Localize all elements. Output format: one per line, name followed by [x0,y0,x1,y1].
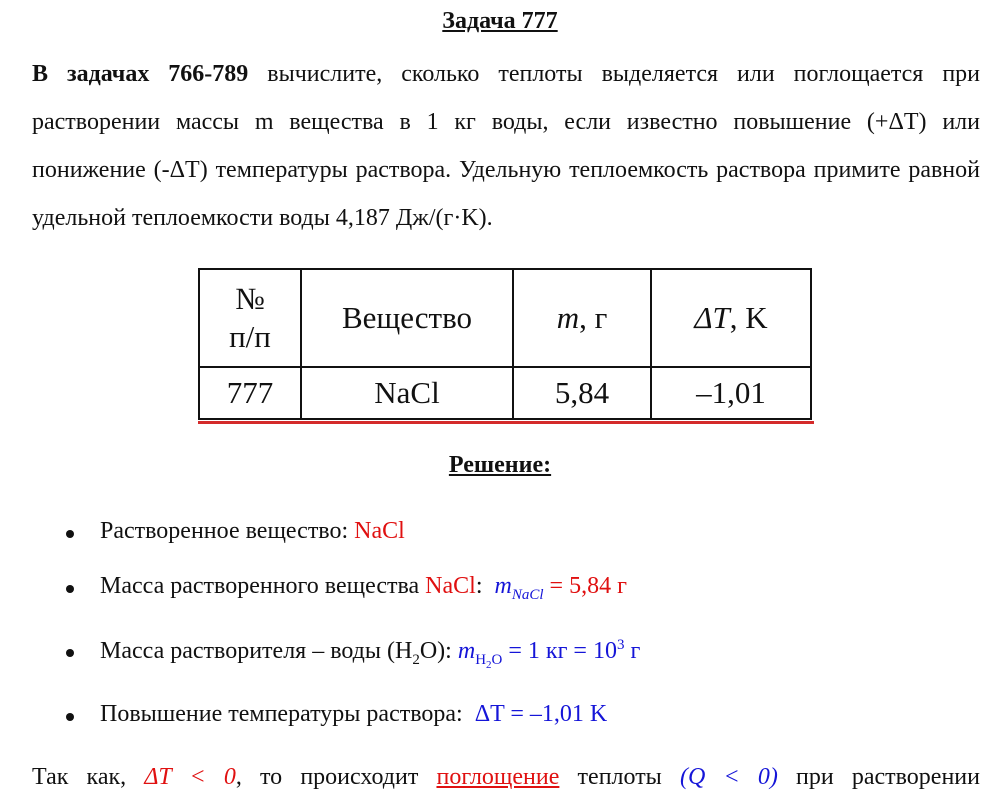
cell: –1,01 [650,366,812,420]
conclusion: Так как, ΔT < 0, то происходит поглощени… [32,764,980,791]
text: при растворении [777,764,980,790]
symbol: m [457,638,476,664]
formula: ΔT < 0 [144,764,236,790]
header-unit: , K [729,300,768,335]
header-symbol: ΔT [694,300,730,335]
header-cell: ΔT, K [650,268,812,368]
title: Задача 777 [442,8,558,34]
sub-part: H [475,651,487,668]
header-cell: № п/п [198,268,302,368]
substance: NaCl [425,573,476,599]
header-cell: Вещество [300,268,514,368]
unit: г [624,638,641,664]
bullet-item: Масса растворителя – воды (H2O): mH2O = … [65,637,641,671]
label-sub: 2 [412,651,420,668]
header-cell: m, г [512,268,652,368]
colon: : [475,573,483,599]
label: Масса растворенного вещества [100,573,426,599]
cell: 777 [198,366,302,420]
highlight: поглощение [436,764,560,790]
data-row: 777 NaCl 5,84 –1,01 [198,366,812,420]
bullet-item: Повышение температуры раствора: ΔT = –1,… [65,701,608,728]
sub-part: 2 [486,658,492,671]
sub-part: O [491,651,503,668]
label: Повышение температуры раствора: [100,701,469,727]
cell: 5,84 [512,366,652,420]
formula: (Q < 0) [679,764,778,790]
text: теплоты [559,764,680,790]
header-symbol: m [556,300,580,335]
cell: NaCl [300,366,514,420]
symbol: m [494,573,512,599]
label: Масса растворителя – воды (H [100,638,413,664]
data-table: № п/п Вещество m, г ΔT, K 777 NaCl 5,84 … [198,268,812,420]
intro: В задачах 766-789 вычислите, сколько теп… [32,50,980,242]
header-text: № п/п [229,281,271,354]
subscript: NaCl [511,586,544,603]
equation: = 5,84 г [549,573,627,599]
text: Так как, [32,764,145,790]
red-line [198,421,814,424]
label: O): [419,638,458,664]
power: 3 [616,637,625,653]
intro-bold: В задачах 766-789 [32,61,249,87]
solution-title: Решение: [448,452,552,478]
intro-text: вычислите, сколько теплоты выделяется ил… [32,61,981,231]
subscript: H2O [475,651,503,671]
bullet-item: Растворенное вещество: NaCl [66,518,405,545]
text: , то происходит [235,764,437,790]
equation: ΔT = –1,01 K [474,701,608,727]
header-unit: , г [579,300,608,335]
bullet-item: Масса растворенного вещества NaCl: mNaCl… [66,573,627,604]
equation: = 1 кг = 10 [508,638,617,664]
header-row: № п/п Вещество m, г ΔT, K [198,268,812,368]
substance: NaCl [354,518,405,544]
label: Растворенное вещество: [100,518,355,544]
